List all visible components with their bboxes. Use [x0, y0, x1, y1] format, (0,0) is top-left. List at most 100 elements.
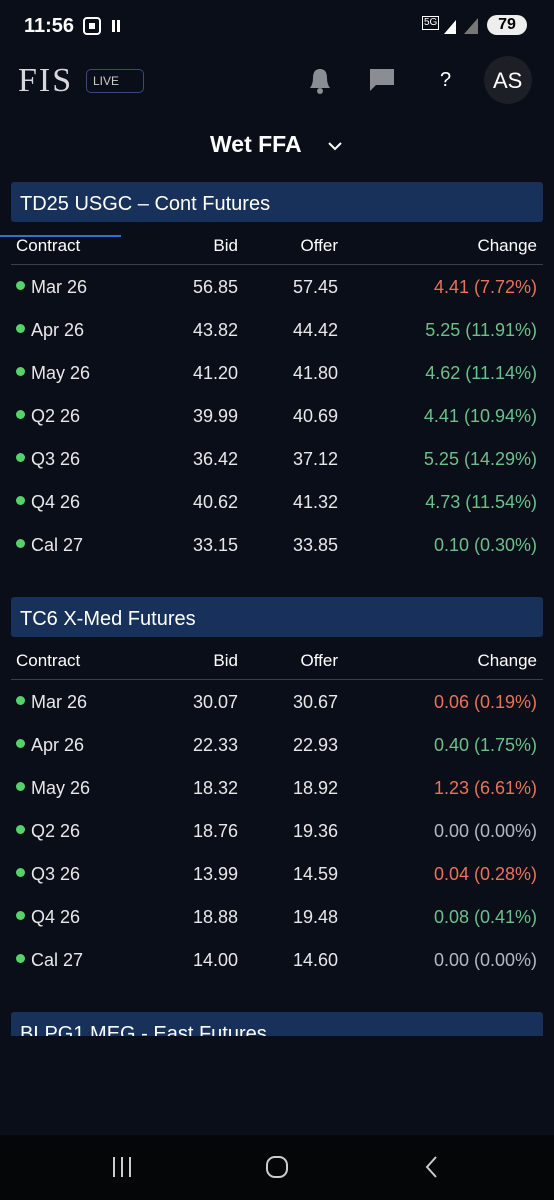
status-dot [16, 696, 25, 705]
chat-button[interactable] [368, 66, 398, 94]
price-value: 19.36 [292, 821, 338, 841]
price-value: 33.15 [192, 535, 238, 555]
price-value: 39.99 [192, 406, 238, 426]
header-divider [11, 679, 543, 680]
price-value: 44.42 [292, 320, 338, 340]
price-value: 41.80 [292, 363, 338, 383]
contract-name[interactable]: May 26 [31, 778, 91, 798]
section-header[interactable]: TD25 USGC – Cont Futures [11, 182, 543, 222]
column-header: Offer [300, 651, 338, 670]
network-label: 5G [422, 16, 440, 30]
contract-name[interactable]: Mar 26 [31, 692, 88, 712]
contract-name[interactable]: Q2 26 [31, 406, 81, 426]
live-label: LIVE [93, 74, 120, 88]
price-value: 18.32 [192, 778, 238, 798]
change-value: 5.25 (14.29%) [423, 449, 537, 469]
header-divider [11, 264, 543, 265]
price-value: 36.42 [192, 449, 238, 469]
contract-name[interactable]: Cal 27 [31, 950, 84, 970]
status-dot [16, 954, 25, 963]
section-title: TC6 X-Med Futures [20, 608, 196, 630]
change-value: 4.73 (11.54%) [425, 492, 537, 512]
price-value: 33.85 [292, 535, 338, 555]
contract-name[interactable]: Q4 26 [31, 492, 81, 512]
price-value: 57.45 [292, 277, 338, 297]
price-value: 37.12 [292, 449, 338, 469]
column-header: Contract [16, 236, 81, 255]
column-header: Offer [300, 236, 338, 255]
change-value: 0.00 (0.00%) [433, 821, 537, 841]
column-header: Change [477, 236, 537, 255]
help-button[interactable]: ? [440, 69, 452, 91]
price-value: 14.59 [292, 864, 338, 884]
change-value: 0.40 (1.75%) [433, 735, 537, 755]
price-value: 19.48 [292, 907, 338, 927]
spacer [0, 1036, 554, 1135]
contract-name[interactable]: Q3 26 [31, 864, 81, 884]
price-value: 41.20 [192, 363, 238, 383]
price-value: 14.00 [192, 950, 238, 970]
back-button[interactable] [422, 1155, 442, 1179]
status-dot [16, 453, 25, 462]
status-dot [16, 410, 25, 419]
change-value: 4.62 (11.14%) [425, 363, 537, 383]
dropdown-chevron[interactable] [327, 140, 343, 152]
change-value: 1.23 (6.61%) [433, 778, 537, 798]
status-dot [16, 539, 25, 548]
bell-button[interactable] [305, 64, 335, 96]
change-value: 4.41 (7.72%) [433, 277, 537, 297]
contract-name[interactable]: Q2 26 [31, 821, 81, 841]
price-value: 13.99 [192, 864, 238, 884]
change-value: 0.10 (0.30%) [433, 535, 537, 555]
change-value: 0.08 (0.41%) [433, 907, 537, 927]
column-header: Contract [16, 651, 81, 670]
price-value: 30.67 [292, 692, 338, 712]
home-button[interactable] [264, 1155, 290, 1179]
recents-button[interactable] [110, 1155, 136, 1179]
price-value: 22.33 [192, 735, 238, 755]
price-value: 18.92 [292, 778, 338, 798]
contract-name[interactable]: Cal 27 [31, 535, 84, 555]
sections: TD25 USGC – Cont Futures Contract Bid Offer… [0, 182, 543, 1036]
status-icons [83, 17, 120, 35]
price-value: 40.62 [192, 492, 238, 512]
contract-name[interactable]: Apr 26 [31, 320, 85, 340]
live-badge: LIVE [86, 69, 144, 93]
status-dot [16, 782, 25, 791]
contract-name[interactable]: Mar 26 [31, 277, 88, 297]
change-value: 0.06 (0.19%) [433, 692, 537, 712]
page-title[interactable]: Wet FFA [210, 131, 302, 157]
price-value: 14.60 [292, 950, 338, 970]
section-title: TD25 USGC – Cont Futures [20, 193, 271, 215]
contract-name[interactable]: Apr 26 [31, 735, 85, 755]
column-header: Bid [213, 236, 238, 255]
section-header[interactable]: TC6 X-Med Futures [11, 597, 543, 637]
status-dot [16, 367, 25, 376]
price-value: 43.82 [192, 320, 238, 340]
section-title: BLPG1 MEG - East Futures [20, 1023, 267, 1036]
nav-bar [0, 1135, 554, 1200]
status-dot [16, 324, 25, 333]
contract-name[interactable]: Q4 26 [31, 907, 81, 927]
avatar-initials: AS [493, 68, 523, 93]
status-dot [16, 281, 25, 290]
logo: FIS [18, 62, 74, 99]
contract-name[interactable]: May 26 [31, 363, 91, 383]
section-header[interactable]: BLPG1 MEG - East Futures [11, 1012, 543, 1036]
change-value: 5.25 (11.91%) [425, 320, 537, 340]
change-value: 4.41 (10.94%) [423, 406, 537, 426]
status-dot [16, 911, 25, 920]
price-value: 18.76 [192, 821, 238, 841]
price-value: 22.93 [292, 735, 338, 755]
price-value: 40.69 [292, 406, 338, 426]
status-dot [16, 739, 25, 748]
battery: 79 [487, 15, 527, 35]
avatar-button[interactable]: AS [484, 56, 532, 104]
price-value: 30.07 [192, 692, 238, 712]
status-dot [16, 868, 25, 877]
change-value: 0.04 (0.28%) [433, 864, 537, 884]
price-value: 56.85 [192, 277, 238, 297]
clock: 11:56 [24, 15, 75, 37]
contract-name[interactable]: Q3 26 [31, 449, 81, 469]
